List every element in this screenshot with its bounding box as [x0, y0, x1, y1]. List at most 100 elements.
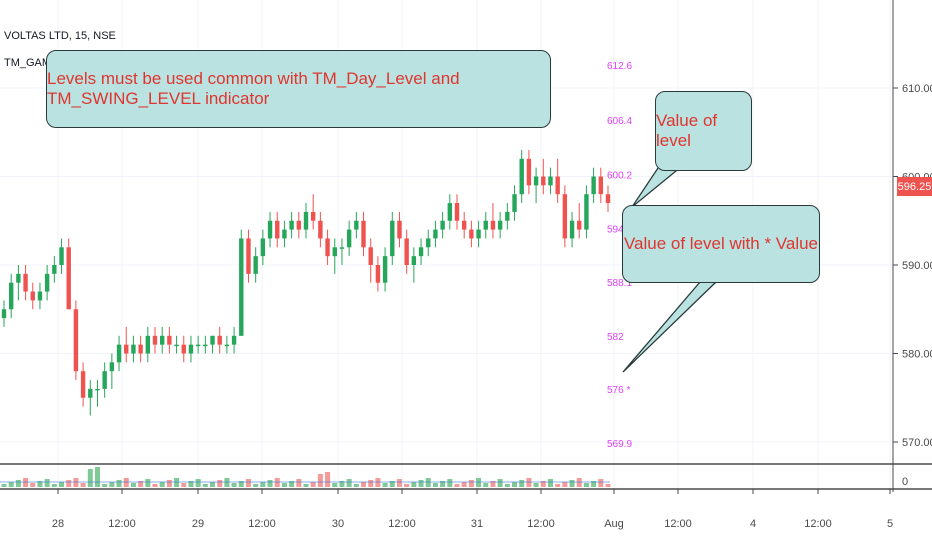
candle-body	[591, 176, 596, 195]
volume-bar	[8, 482, 14, 487]
volume-bar	[418, 480, 424, 487]
candle-body	[577, 220, 582, 230]
candle-body	[490, 220, 496, 230]
volume-bar	[195, 479, 201, 487]
candle-body	[382, 256, 388, 283]
candle-body	[282, 229, 287, 239]
candle-body	[224, 344, 230, 347]
volume-bar	[116, 480, 122, 487]
volume-bar	[504, 484, 510, 487]
candle-body	[88, 388, 93, 398]
candle-body	[267, 220, 273, 239]
time-tick-label: 12:00	[527, 518, 555, 530]
candle-body	[1, 309, 7, 319]
candle-body	[339, 247, 345, 249]
volume-bar	[440, 481, 446, 487]
candle-body	[217, 335, 222, 345]
volume-bar	[66, 480, 72, 487]
volume-bar	[490, 481, 496, 487]
volume-bar	[59, 482, 65, 487]
volume-bar	[1, 484, 7, 487]
volume-bar	[310, 482, 316, 487]
volume-bar	[253, 484, 259, 487]
volume-bar	[289, 481, 295, 487]
time-tick-label: 12:00	[664, 518, 692, 530]
volume-bar	[332, 483, 338, 487]
candle-body	[210, 335, 215, 345]
candle-body	[167, 335, 172, 345]
time-tick-label: 12:00	[248, 518, 276, 530]
candle-body	[533, 176, 539, 186]
callout-level-pointer	[631, 164, 678, 208]
candle-body	[124, 344, 129, 354]
volume-bar	[210, 482, 216, 487]
level-label: 576 *	[607, 385, 630, 396]
volume-bar	[102, 484, 108, 487]
candle-body	[476, 229, 481, 239]
volume-bar	[346, 479, 352, 487]
price-axis[interactable]: 610.00600.00590.00580.00570.00	[892, 0, 932, 492]
candle-body	[188, 344, 194, 354]
candle-body	[195, 344, 201, 347]
candle-body	[131, 344, 136, 354]
volume-bar	[598, 479, 604, 487]
time-tick-label: 12:00	[388, 518, 416, 530]
candle-body	[152, 335, 158, 345]
candle-body	[109, 362, 115, 372]
candle-body	[418, 247, 424, 257]
volume-bar	[145, 479, 151, 487]
candle-body	[253, 256, 258, 274]
volume-bar	[260, 482, 266, 487]
candle-body	[584, 194, 589, 230]
volume-bar	[591, 481, 597, 487]
volume-bar	[94, 467, 100, 487]
candle-body	[346, 229, 352, 248]
candle-body	[497, 220, 503, 230]
candle-body	[52, 265, 57, 274]
candle-body	[461, 220, 467, 230]
level-label: 600.2	[607, 171, 632, 182]
volume-bar	[454, 484, 460, 487]
volume-bar	[519, 480, 525, 487]
candle-body	[598, 176, 604, 195]
volume-bar	[339, 481, 345, 487]
time-axis[interactable]: 28 12:00 29 12:00 30 12:00 31 12:00 Aug 12:00 4 12:…	[52, 489, 893, 530]
candle-body	[37, 291, 43, 301]
time-tick-label: 28	[52, 518, 64, 530]
candle-body	[332, 247, 337, 257]
volume-bar	[181, 483, 187, 487]
volume-bar	[353, 484, 359, 487]
volume-bar	[267, 480, 273, 487]
volume-bar	[30, 483, 36, 487]
candle-body	[102, 371, 107, 389]
candle-body	[569, 220, 575, 239]
volume-bar	[389, 481, 395, 487]
time-tick-label: 12:00	[804, 518, 832, 530]
candle-body	[469, 229, 474, 239]
candle-body	[203, 344, 208, 347]
volume-bar	[547, 479, 553, 487]
candle-body	[296, 220, 302, 230]
candle-body	[80, 371, 86, 398]
volume-axis-label: 0	[902, 476, 908, 488]
volume-bar	[540, 481, 546, 487]
candle-body	[44, 273, 50, 292]
volume-bar	[87, 469, 93, 487]
volume-bar	[382, 483, 388, 487]
volume-bar	[432, 483, 438, 487]
volume-bar	[396, 479, 402, 487]
volume-bar	[411, 482, 417, 487]
candle-body	[447, 203, 453, 221]
candle-body	[519, 158, 524, 195]
symbol-title[interactable]: VOLTAS LTD, 15, NSE	[4, 30, 116, 42]
candle-body	[310, 211, 316, 221]
candle-body	[505, 211, 510, 221]
volume-bar	[533, 483, 539, 487]
candle-body	[246, 238, 251, 274]
candle-body	[231, 335, 237, 345]
candle-body	[548, 176, 553, 186]
candle-body	[289, 220, 294, 230]
callout-level-star-pointer	[622, 281, 718, 373]
candle-body	[116, 344, 122, 363]
time-tick-label: 12:00	[108, 518, 136, 530]
